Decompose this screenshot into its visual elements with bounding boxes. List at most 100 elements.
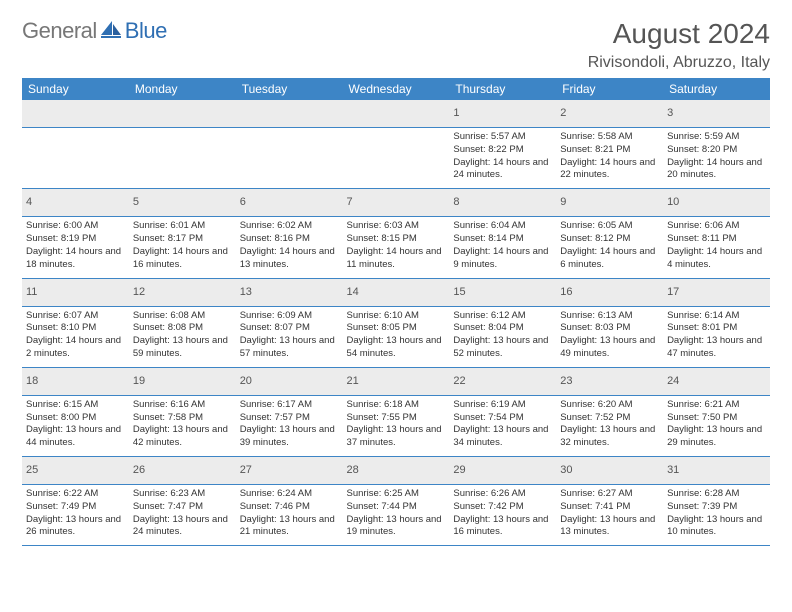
day-info: Sunrise: 6:05 AMSunset: 8:12 PMDaylight:… <box>560 220 659 271</box>
daynum-cell: 8 <box>449 189 556 217</box>
daynum-cell: 18 <box>22 367 129 395</box>
day-number: 11 <box>26 286 37 298</box>
weekday-header-row: Sunday Monday Tuesday Wednesday Thursday… <box>22 78 770 100</box>
day-cell: Sunrise: 6:27 AMSunset: 7:41 PMDaylight:… <box>556 485 663 546</box>
sunrise-text: Sunrise: 5:57 AM <box>453 131 552 144</box>
day-number: 22 <box>453 375 465 387</box>
day-number: 1 <box>453 107 459 119</box>
sunset-text: Sunset: 7:46 PM <box>240 501 339 514</box>
sunset-text: Sunset: 8:20 PM <box>667 144 766 157</box>
day-cell: Sunrise: 5:57 AMSunset: 8:22 PMDaylight:… <box>449 128 556 189</box>
day-number: 27 <box>240 464 252 476</box>
day-info: Sunrise: 6:09 AMSunset: 8:07 PMDaylight:… <box>240 310 339 361</box>
day-cell: Sunrise: 6:20 AMSunset: 7:52 PMDaylight:… <box>556 395 663 456</box>
sunset-text: Sunset: 8:08 PM <box>133 322 232 335</box>
day-number: 13 <box>240 286 252 298</box>
day-info: Sunrise: 6:03 AMSunset: 8:15 PMDaylight:… <box>347 220 446 271</box>
daylight-text: Daylight: 14 hours and 11 minutes. <box>347 246 446 272</box>
daylight-text: Daylight: 14 hours and 2 minutes. <box>26 335 125 361</box>
day-number: 29 <box>453 464 465 476</box>
sunrise-text: Sunrise: 6:28 AM <box>667 488 766 501</box>
day-cell: Sunrise: 6:00 AMSunset: 8:19 PMDaylight:… <box>22 217 129 278</box>
sunset-text: Sunset: 8:01 PM <box>667 322 766 335</box>
day-cell: Sunrise: 6:25 AMSunset: 7:44 PMDaylight:… <box>343 485 450 546</box>
daynum-cell: 24 <box>663 367 770 395</box>
daylight-text: Daylight: 13 hours and 34 minutes. <box>453 424 552 450</box>
daynum-cell: 20 <box>236 367 343 395</box>
daylight-text: Daylight: 13 hours and 49 minutes. <box>560 335 659 361</box>
day-info: Sunrise: 6:15 AMSunset: 8:00 PMDaylight:… <box>26 399 125 450</box>
day-info: Sunrise: 6:23 AMSunset: 7:47 PMDaylight:… <box>133 488 232 539</box>
day-number: 17 <box>667 286 679 298</box>
daynum-cell: 10 <box>663 189 770 217</box>
daylight-text: Daylight: 13 hours and 21 minutes. <box>240 514 339 540</box>
day-cell: Sunrise: 6:12 AMSunset: 8:04 PMDaylight:… <box>449 306 556 367</box>
sunrise-text: Sunrise: 6:08 AM <box>133 310 232 323</box>
daynum-cell: 15 <box>449 278 556 306</box>
sunset-text: Sunset: 8:10 PM <box>26 322 125 335</box>
day-info: Sunrise: 6:14 AMSunset: 8:01 PMDaylight:… <box>667 310 766 361</box>
daylight-text: Daylight: 14 hours and 20 minutes. <box>667 157 766 183</box>
brand-logo: General Blue <box>22 18 167 44</box>
daylight-text: Daylight: 13 hours and 44 minutes. <box>26 424 125 450</box>
sunrise-text: Sunrise: 6:19 AM <box>453 399 552 412</box>
sunrise-text: Sunrise: 6:26 AM <box>453 488 552 501</box>
info-row: Sunrise: 6:00 AMSunset: 8:19 PMDaylight:… <box>22 217 770 278</box>
info-row: Sunrise: 6:22 AMSunset: 7:49 PMDaylight:… <box>22 485 770 546</box>
day-cell: Sunrise: 6:16 AMSunset: 7:58 PMDaylight:… <box>129 395 236 456</box>
day-number: 19 <box>133 375 145 387</box>
daylight-text: Daylight: 13 hours and 26 minutes. <box>26 514 125 540</box>
daynum-row: 18192021222324 <box>22 367 770 395</box>
sunrise-text: Sunrise: 6:05 AM <box>560 220 659 233</box>
day-cell: Sunrise: 6:10 AMSunset: 8:05 PMDaylight:… <box>343 306 450 367</box>
day-info: Sunrise: 6:00 AMSunset: 8:19 PMDaylight:… <box>26 220 125 271</box>
daylight-text: Daylight: 14 hours and 13 minutes. <box>240 246 339 272</box>
day-info: Sunrise: 6:16 AMSunset: 7:58 PMDaylight:… <box>133 399 232 450</box>
sunset-text: Sunset: 8:04 PM <box>453 322 552 335</box>
sunset-text: Sunset: 7:39 PM <box>667 501 766 514</box>
sunset-text: Sunset: 7:58 PM <box>133 412 232 425</box>
sunset-text: Sunset: 7:57 PM <box>240 412 339 425</box>
day-cell: Sunrise: 6:18 AMSunset: 7:55 PMDaylight:… <box>343 395 450 456</box>
day-cell <box>129 128 236 189</box>
day-info: Sunrise: 6:13 AMSunset: 8:03 PMDaylight:… <box>560 310 659 361</box>
day-number: 16 <box>560 286 572 298</box>
sunset-text: Sunset: 8:21 PM <box>560 144 659 157</box>
brand-text-general: General <box>22 18 97 44</box>
day-info: Sunrise: 5:58 AMSunset: 8:21 PMDaylight:… <box>560 131 659 182</box>
day-number: 26 <box>133 464 145 476</box>
daynum-cell: 27 <box>236 457 343 485</box>
day-number: 31 <box>667 464 679 476</box>
title-block: August 2024 Rivisondoli, Abruzzo, Italy <box>588 18 770 72</box>
day-info: Sunrise: 6:20 AMSunset: 7:52 PMDaylight:… <box>560 399 659 450</box>
sunset-text: Sunset: 7:42 PM <box>453 501 552 514</box>
sunset-text: Sunset: 7:49 PM <box>26 501 125 514</box>
sunrise-text: Sunrise: 6:10 AM <box>347 310 446 323</box>
daynum-row: 123 <box>22 100 770 128</box>
month-title: August 2024 <box>588 18 770 50</box>
daynum-cell: 11 <box>22 278 129 306</box>
daylight-text: Daylight: 14 hours and 4 minutes. <box>667 246 766 272</box>
daynum-cell: 22 <box>449 367 556 395</box>
day-number: 2 <box>560 107 566 119</box>
page-header: General Blue August 2024 Rivisondoli, Ab… <box>22 18 770 72</box>
day-cell: Sunrise: 6:17 AMSunset: 7:57 PMDaylight:… <box>236 395 343 456</box>
daylight-text: Daylight: 13 hours and 13 minutes. <box>560 514 659 540</box>
day-info: Sunrise: 5:57 AMSunset: 8:22 PMDaylight:… <box>453 131 552 182</box>
weekday-header: Thursday <box>449 78 556 100</box>
sunset-text: Sunset: 8:00 PM <box>26 412 125 425</box>
sunset-text: Sunset: 8:22 PM <box>453 144 552 157</box>
daynum-cell: 9 <box>556 189 663 217</box>
day-info: Sunrise: 6:24 AMSunset: 7:46 PMDaylight:… <box>240 488 339 539</box>
sunset-text: Sunset: 7:52 PM <box>560 412 659 425</box>
sunrise-text: Sunrise: 6:03 AM <box>347 220 446 233</box>
daynum-cell: 12 <box>129 278 236 306</box>
day-info: Sunrise: 6:18 AMSunset: 7:55 PMDaylight:… <box>347 399 446 450</box>
day-cell: Sunrise: 6:21 AMSunset: 7:50 PMDaylight:… <box>663 395 770 456</box>
daylight-text: Daylight: 13 hours and 42 minutes. <box>133 424 232 450</box>
sunrise-text: Sunrise: 6:02 AM <box>240 220 339 233</box>
sunrise-text: Sunrise: 6:21 AM <box>667 399 766 412</box>
daynum-cell: 17 <box>663 278 770 306</box>
sunrise-text: Sunrise: 5:58 AM <box>560 131 659 144</box>
sunrise-text: Sunrise: 6:04 AM <box>453 220 552 233</box>
